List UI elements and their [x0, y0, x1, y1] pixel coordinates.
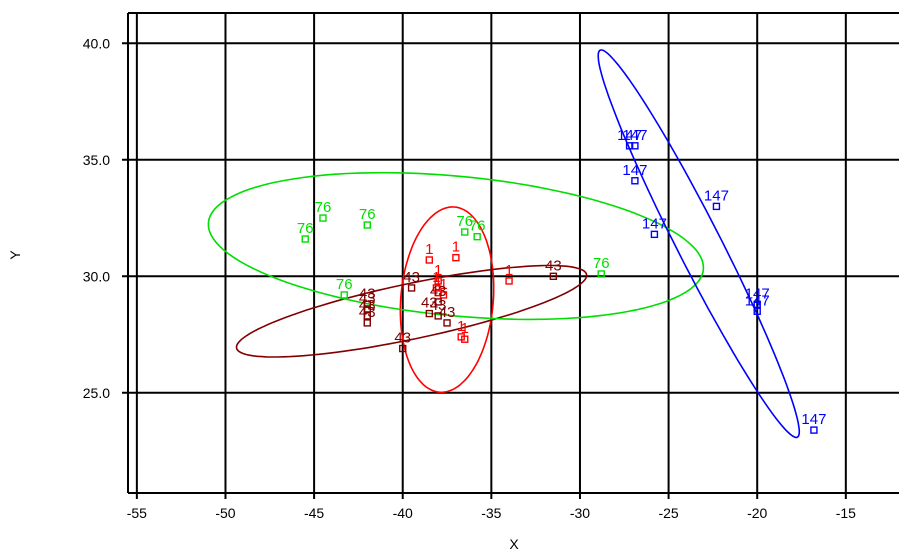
- point-label-1: 1: [432, 269, 440, 286]
- point-43: [363, 305, 371, 313]
- point-label-43: 43: [394, 330, 411, 347]
- point-label-147: 147: [704, 187, 729, 204]
- point-label-1: 1: [434, 262, 442, 279]
- point-label-76: 76: [297, 220, 314, 237]
- point-76: [597, 270, 605, 278]
- ellipse-76: [207, 171, 705, 321]
- point-label-147: 147: [622, 162, 647, 179]
- point-147: [753, 300, 761, 308]
- y-tick-label: 40.0: [83, 35, 110, 51]
- point-76: [461, 228, 469, 236]
- point-label-76: 76: [336, 276, 353, 293]
- y-tick-label: 25.0: [83, 385, 110, 401]
- point-147: [810, 426, 818, 434]
- point-147: [631, 177, 639, 185]
- point-43: [407, 284, 416, 292]
- point-label-1: 1: [461, 320, 469, 337]
- point-43: [363, 312, 371, 320]
- x-tick-label: -20: [747, 505, 767, 521]
- x-tick-label: -50: [215, 505, 235, 521]
- point-label-1: 1: [457, 318, 465, 335]
- point-147: [712, 202, 721, 211]
- point-43: [363, 300, 371, 308]
- x-tick-label: -55: [127, 505, 147, 521]
- point-label-1: 1: [505, 262, 513, 279]
- point-label-76: 76: [359, 206, 376, 223]
- point-label-1: 1: [434, 274, 442, 291]
- point-label-43: 43: [359, 290, 376, 307]
- point-147: [650, 230, 659, 239]
- point-76: [473, 232, 481, 241]
- point-1: [452, 253, 460, 262]
- point-label-147: 147: [622, 127, 647, 144]
- x-tick-label: -35: [481, 505, 501, 521]
- point-label-76: 76: [456, 213, 473, 230]
- y-tick-label: 35.0: [83, 152, 110, 168]
- point-76: [363, 221, 371, 229]
- point-label-43: 43: [359, 304, 376, 321]
- point-43: [443, 319, 451, 327]
- point-147: [631, 142, 639, 150]
- point-43: [399, 344, 407, 353]
- point-label-43: 43: [439, 304, 456, 321]
- y-tick-labels: 25.0 30.0 35.0 40.0: [83, 35, 110, 401]
- x-tick-label: -15: [836, 505, 856, 521]
- cluster-ellipses: [207, 49, 801, 439]
- point-43: [425, 309, 434, 318]
- ellipse-1: [399, 206, 495, 394]
- grid-lines: [122, 12, 899, 499]
- ellipse-43: [235, 264, 588, 358]
- point-43: [434, 298, 442, 306]
- x-tick-labels: -55 -50 -45 -40 -35 -30 -25 -20 -15: [127, 505, 856, 521]
- point-147: [753, 307, 761, 315]
- point-label-43: 43: [430, 297, 447, 314]
- point-label-147: 147: [801, 411, 826, 428]
- x-tick-label: -45: [304, 505, 324, 521]
- point-label-147: 147: [642, 215, 667, 232]
- point-43: [549, 272, 558, 281]
- y-axis-title: Y: [7, 250, 23, 260]
- point-label-147: 147: [617, 127, 642, 144]
- point-label-76: 76: [593, 255, 610, 272]
- x-tick-label: -30: [570, 505, 590, 521]
- point-1: [432, 284, 441, 292]
- point-label-43: 43: [545, 257, 562, 274]
- point-label-43: 43: [359, 285, 376, 302]
- point-43: [434, 312, 442, 320]
- point-76: [301, 235, 309, 243]
- point-label-43: 43: [421, 295, 438, 312]
- point-1: [505, 277, 513, 285]
- point-label-76: 76: [469, 218, 486, 235]
- point-1: [439, 291, 448, 299]
- point-1: [461, 335, 469, 343]
- x-tick-label: -40: [393, 505, 413, 521]
- data-points: [301, 142, 818, 434]
- point-label-43: 43: [359, 297, 376, 314]
- y-tick-label: 30.0: [83, 268, 110, 284]
- point-label-43: 43: [403, 269, 420, 286]
- point-label-1: 1: [452, 239, 460, 256]
- point-label-147: 147: [745, 285, 770, 302]
- ellipse-147: [597, 49, 801, 439]
- point-label-1: 1: [425, 241, 433, 258]
- point-43: [363, 319, 371, 327]
- point-label-147: 147: [745, 292, 770, 309]
- point-label-1: 1: [439, 276, 447, 293]
- point-76: [319, 214, 327, 222]
- point-1: [434, 277, 442, 285]
- point-label-76: 76: [315, 199, 332, 216]
- x-tick-label: -25: [658, 505, 678, 521]
- point-76: [340, 291, 348, 299]
- point-1: [425, 256, 434, 264]
- point-label-43: 43: [430, 283, 447, 300]
- x-axis-title: X: [509, 536, 519, 552]
